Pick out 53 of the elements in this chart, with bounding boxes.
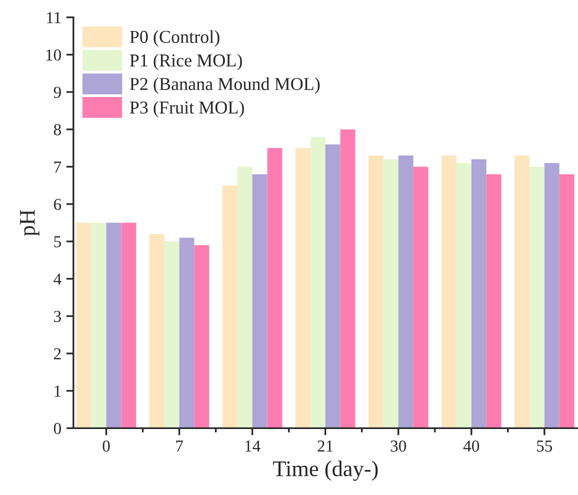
bar [340, 129, 356, 428]
bar [471, 159, 486, 428]
y-tick-label: 0 [54, 422, 61, 434]
x-tick-label: 7 [176, 440, 183, 452]
x-tick-label: 40 [463, 440, 480, 452]
bar [544, 162, 560, 428]
bar [413, 166, 428, 428]
bar [164, 241, 180, 428]
bar [559, 174, 574, 428]
bar [398, 156, 414, 428]
bar [383, 159, 398, 428]
y-tick-label: 5 [54, 236, 61, 248]
y-tick-label: 1 [54, 386, 61, 397]
bar [456, 162, 472, 428]
bar [121, 222, 136, 428]
bar [514, 156, 530, 428]
bar [222, 185, 238, 428]
y-tick-label: 4 [54, 274, 62, 285]
bar [194, 245, 210, 428]
x-tick-label: 30 [390, 440, 406, 452]
bar [267, 148, 282, 428]
y-tick-label: 7 [54, 162, 62, 173]
x-tick-label: 14 [245, 440, 260, 452]
bar [76, 222, 92, 428]
legend-label: P3 (Fruit MOL) [130, 100, 244, 118]
y-tick-label: 8 [54, 124, 61, 136]
y-tick-label: 10 [46, 49, 61, 61]
bar [295, 148, 310, 428]
bar [441, 156, 456, 428]
bar [106, 222, 122, 428]
bar [368, 156, 384, 428]
y-axis-title: pH [20, 210, 40, 236]
bar [237, 166, 252, 428]
legend-label: P1 (Rice MOL) [130, 54, 242, 70]
y-tick-label: 9 [54, 86, 61, 98]
bar [325, 144, 340, 428]
bar [179, 238, 194, 428]
y-tick-label: 2 [54, 348, 61, 360]
legend-label: P2 (Banana Mound MOL) [130, 77, 320, 94]
bar [310, 136, 326, 428]
x-tick-label: 55 [537, 440, 552, 452]
x-tick-label: 21 [318, 440, 333, 452]
bar [529, 166, 544, 428]
x-axis-title: Time (day-) [273, 460, 378, 481]
bar [486, 174, 502, 428]
y-tick-label: 3 [54, 310, 61, 322]
legend-label: P0 (Control) [130, 30, 220, 47]
x-tick-label: 0 [102, 440, 110, 452]
y-tick-label: 6 [54, 198, 62, 210]
bar [149, 234, 164, 428]
bar [252, 174, 268, 428]
bar [91, 222, 106, 428]
y-tick-label: 11 [47, 12, 61, 24]
